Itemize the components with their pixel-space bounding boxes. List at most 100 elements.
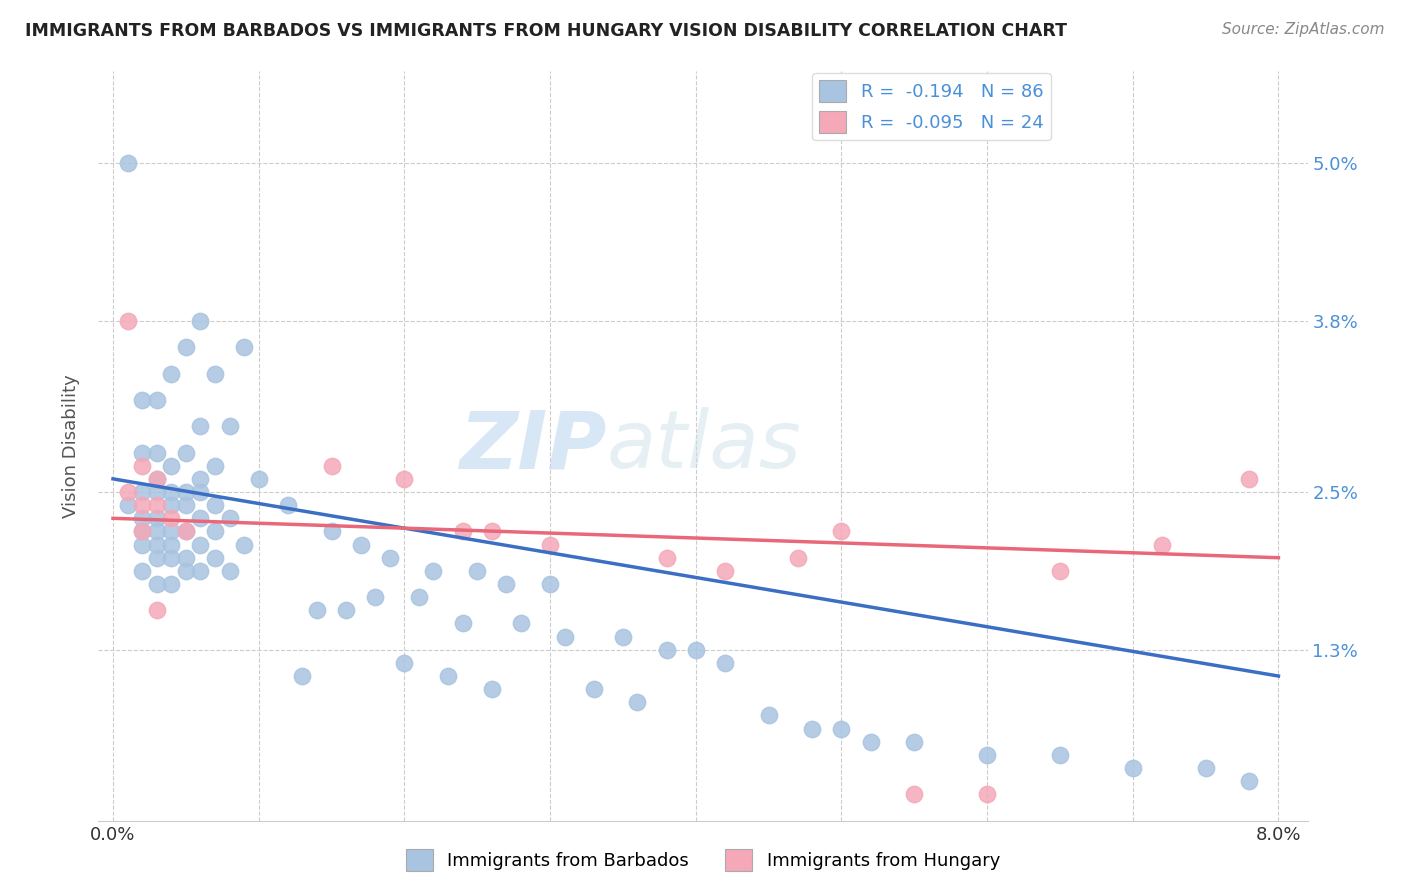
Point — [481, 524, 503, 539]
Point — [160, 524, 183, 539]
Point — [145, 603, 167, 617]
Point — [1239, 774, 1261, 789]
Point — [1194, 761, 1216, 775]
Point — [233, 538, 256, 552]
Point — [174, 445, 197, 459]
Point — [174, 340, 197, 354]
Point — [1239, 472, 1261, 486]
Point — [437, 669, 460, 683]
Point — [131, 524, 153, 539]
Point — [830, 524, 852, 539]
Point — [160, 485, 183, 500]
Point — [394, 656, 416, 670]
Point — [626, 695, 648, 709]
Legend: Immigrants from Barbados, Immigrants from Hungary: Immigrants from Barbados, Immigrants fro… — [399, 842, 1007, 879]
Text: Source: ZipAtlas.com: Source: ZipAtlas.com — [1222, 22, 1385, 37]
Point — [190, 485, 212, 500]
Point — [131, 524, 153, 539]
Point — [378, 550, 401, 565]
Point — [160, 458, 183, 473]
Point — [174, 550, 197, 565]
Point — [160, 498, 183, 512]
Point — [160, 538, 183, 552]
Y-axis label: Vision Disability: Vision Disability — [62, 374, 80, 518]
Point — [903, 788, 925, 802]
Point — [145, 524, 167, 539]
Point — [582, 682, 605, 697]
Point — [174, 524, 197, 539]
Point — [131, 511, 153, 525]
Text: IMMIGRANTS FROM BARBADOS VS IMMIGRANTS FROM HUNGARY VISION DISABILITY CORRELATIO: IMMIGRANTS FROM BARBADOS VS IMMIGRANTS F… — [25, 22, 1067, 40]
Text: ZIP: ZIP — [458, 407, 606, 485]
Point — [190, 564, 212, 578]
Point — [190, 472, 212, 486]
Point — [190, 511, 212, 525]
Point — [117, 156, 139, 170]
Point — [174, 564, 197, 578]
Point — [160, 577, 183, 591]
Point — [247, 472, 270, 486]
Point — [204, 524, 226, 539]
Point — [1049, 747, 1071, 762]
Point — [291, 669, 314, 683]
Point — [465, 564, 488, 578]
Point — [655, 550, 678, 565]
Point — [233, 340, 256, 354]
Point — [160, 511, 183, 525]
Point — [145, 577, 167, 591]
Point — [145, 472, 167, 486]
Point — [364, 590, 387, 604]
Point — [204, 498, 226, 512]
Point — [976, 788, 998, 802]
Point — [1150, 538, 1173, 552]
Point — [976, 747, 998, 762]
Point — [117, 498, 139, 512]
Point — [117, 314, 139, 328]
Point — [655, 642, 678, 657]
Point — [131, 498, 153, 512]
Point — [335, 603, 357, 617]
Point — [538, 538, 561, 552]
Point — [859, 735, 882, 749]
Point — [1122, 761, 1144, 775]
Point — [204, 367, 226, 381]
Point — [350, 538, 373, 552]
Point — [305, 603, 328, 617]
Point — [160, 550, 183, 565]
Point — [801, 722, 824, 736]
Point — [204, 550, 226, 565]
Point — [758, 708, 780, 723]
Point — [131, 392, 153, 407]
Point — [538, 577, 561, 591]
Point — [145, 550, 167, 565]
Point — [218, 511, 240, 525]
Point — [145, 485, 167, 500]
Point — [160, 367, 183, 381]
Point — [394, 472, 416, 486]
Point — [190, 419, 212, 434]
Point — [145, 392, 167, 407]
Text: atlas: atlas — [606, 407, 801, 485]
Point — [554, 630, 576, 644]
Point — [1049, 564, 1071, 578]
Point — [117, 485, 139, 500]
Point — [174, 498, 197, 512]
Point — [131, 538, 153, 552]
Point — [190, 538, 212, 552]
Point — [321, 458, 343, 473]
Point — [174, 485, 197, 500]
Point — [145, 472, 167, 486]
Point — [714, 564, 737, 578]
Point — [321, 524, 343, 539]
Point — [422, 564, 444, 578]
Point — [830, 722, 852, 736]
Point — [204, 458, 226, 473]
Point — [131, 485, 153, 500]
Point — [509, 616, 531, 631]
Point — [612, 630, 634, 644]
Point — [277, 498, 299, 512]
Point — [714, 656, 737, 670]
Point — [145, 511, 167, 525]
Point — [218, 419, 240, 434]
Point — [451, 524, 474, 539]
